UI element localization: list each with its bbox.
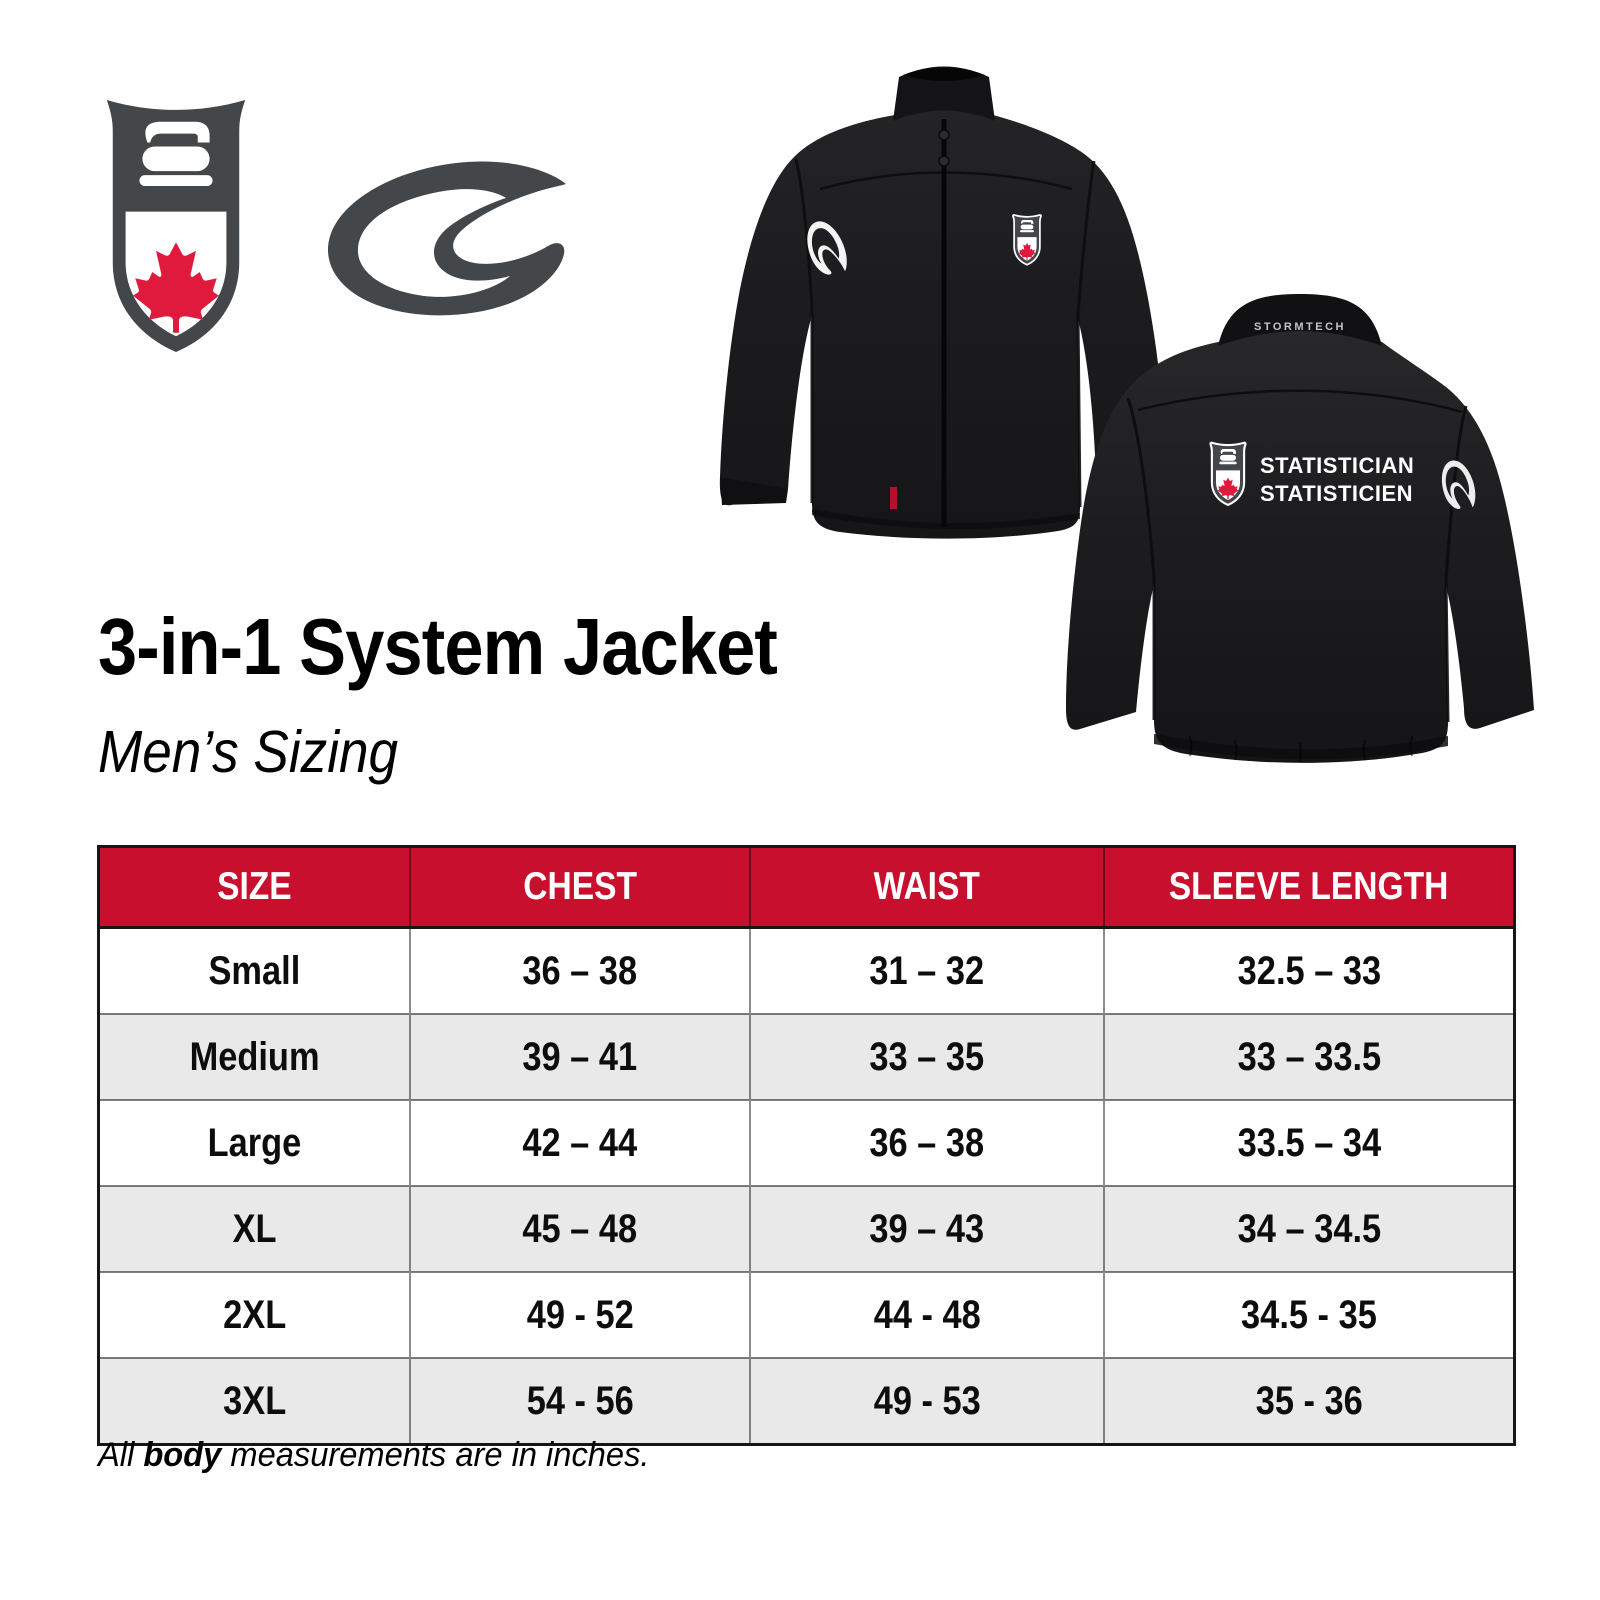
- waist-value: 33 – 35: [869, 1034, 985, 1079]
- sleeve-value: 34.5 - 35: [1241, 1292, 1377, 1337]
- snap-button: [938, 129, 950, 141]
- table-row: Small 36 – 38 31 – 32 32.5 – 33: [98, 926, 1515, 1014]
- size-cell: 2XL: [98, 1271, 412, 1358]
- jacket-front-collar: [893, 66, 995, 121]
- chest-crest-icon: [1012, 214, 1042, 266]
- footnote-emphasis: body: [143, 1436, 222, 1474]
- waist-value: 44 - 48: [873, 1292, 981, 1337]
- brand-tag: [890, 487, 897, 509]
- goldline-logo: [327, 161, 566, 316]
- back-crest-icon: [1212, 444, 1245, 504]
- size-cell: Medium: [98, 1013, 412, 1100]
- table-row: 3XL 54 - 56 49 - 53 35 - 36: [98, 1357, 1515, 1445]
- header-chest-label: CHEST: [523, 865, 637, 908]
- sleeve-cell: 32.5 – 33: [1103, 926, 1515, 1014]
- chest-cell: 36 – 38: [410, 926, 751, 1014]
- size-value: Small: [208, 948, 301, 993]
- waist-cell: 49 - 53: [749, 1357, 1105, 1445]
- chest-value: 39 – 41: [522, 1034, 638, 1079]
- back-label-line2: STATISTICIEN: [1260, 481, 1413, 506]
- header-chest: CHEST: [410, 846, 751, 929]
- header-size-label: SIZE: [217, 865, 292, 908]
- sleeve-cell: 34 – 34.5: [1103, 1185, 1515, 1272]
- table-row: 2XL 49 - 52 44 - 48 34.5 - 35: [98, 1271, 1515, 1358]
- sizing-table: SIZE CHEST WAIST SLEEVE LENGTH Small 36 …: [97, 845, 1516, 1446]
- waist-value: 36 – 38: [869, 1120, 985, 1165]
- size-value: 2XL: [222, 1292, 287, 1337]
- footnote: All body measurements are in inches.: [98, 1436, 649, 1475]
- back-label: STATISTICIAN STATISTICIEN: [1212, 444, 1414, 506]
- page-title: 3-in-1 System Jacket: [98, 602, 778, 691]
- sleeve-value: 32.5 – 33: [1237, 948, 1381, 993]
- waist-cell: 39 – 43: [749, 1185, 1105, 1272]
- table-row: Large 42 – 44 36 – 38 33.5 – 34: [98, 1099, 1515, 1186]
- size-value: Large: [207, 1120, 302, 1165]
- chest-cell: 42 – 44: [410, 1099, 751, 1186]
- jacket-back-collar: [1218, 294, 1382, 346]
- jacket-back-image: STORMTECH STATISTICIAN STATISTICIEN: [1066, 294, 1534, 763]
- back-label-line1: STATISTICIAN: [1260, 453, 1414, 478]
- chest-value: 36 – 38: [522, 948, 638, 993]
- table-row: XL 45 – 48 39 – 43 34 – 34.5: [98, 1185, 1515, 1272]
- waist-value: 49 - 53: [873, 1378, 981, 1423]
- sleeve-value: 33 – 33.5: [1237, 1034, 1381, 1079]
- size-cell: 3XL: [98, 1357, 412, 1445]
- waist-cell: 44 - 48: [749, 1271, 1105, 1358]
- chest-value: 45 – 48: [522, 1206, 638, 1251]
- size-cell: Small: [98, 926, 412, 1014]
- header-size: SIZE: [98, 846, 412, 929]
- header-waist: WAIST: [749, 846, 1105, 929]
- chest-value: 42 – 44: [522, 1120, 638, 1165]
- chest-cell: 54 - 56: [410, 1357, 751, 1445]
- collar-brand-text: STORMTECH: [1254, 321, 1346, 333]
- size-value: 3XL: [222, 1378, 287, 1423]
- chest-cell: 49 - 52: [410, 1271, 751, 1358]
- header-sleeve: SLEEVE LENGTH: [1103, 846, 1515, 929]
- sleeve-value: 34 – 34.5: [1237, 1206, 1381, 1251]
- sleeve-cell: 35 - 36: [1103, 1357, 1515, 1445]
- footnote-suffix: measurements are in inches.: [221, 1436, 650, 1474]
- size-cell: XL: [98, 1185, 412, 1272]
- jacket-back-body: [1066, 327, 1534, 763]
- waist-value: 39 – 43: [869, 1206, 985, 1251]
- size-cell: Large: [98, 1099, 412, 1186]
- chest-value: 54 - 56: [526, 1378, 634, 1423]
- sleeve-cell: 34.5 - 35: [1103, 1271, 1515, 1358]
- waist-cell: 31 – 32: [749, 926, 1105, 1014]
- table-header-row: SIZE CHEST WAIST SLEEVE LENGTH: [98, 846, 1515, 929]
- size-value: XL: [232, 1206, 277, 1251]
- table-row: Medium 39 – 41 33 – 35 33 – 33.5: [98, 1013, 1515, 1100]
- sleeve-cell: 33 – 33.5: [1103, 1013, 1515, 1100]
- sleeve-cell: 33.5 – 34: [1103, 1099, 1515, 1186]
- page-subtitle: Men’s Sizing: [98, 719, 399, 785]
- header-sleeve-label: SLEEVE LENGTH: [1169, 865, 1449, 908]
- chest-value: 49 - 52: [526, 1292, 634, 1337]
- snap-button: [938, 155, 950, 167]
- waist-value: 31 – 32: [869, 948, 985, 993]
- chest-cell: 39 – 41: [410, 1013, 751, 1100]
- waist-cell: 36 – 38: [749, 1099, 1105, 1186]
- curling-canada-logo: [92, 86, 260, 368]
- sleeve-value: 33.5 – 34: [1237, 1120, 1381, 1165]
- size-value: Medium: [189, 1034, 320, 1079]
- chest-cell: 45 – 48: [410, 1185, 751, 1272]
- header-waist-label: WAIST: [873, 865, 980, 908]
- sleeve-value: 35 - 36: [1255, 1378, 1363, 1423]
- waist-cell: 33 – 35: [749, 1013, 1105, 1100]
- footnote-prefix: All: [98, 1436, 144, 1474]
